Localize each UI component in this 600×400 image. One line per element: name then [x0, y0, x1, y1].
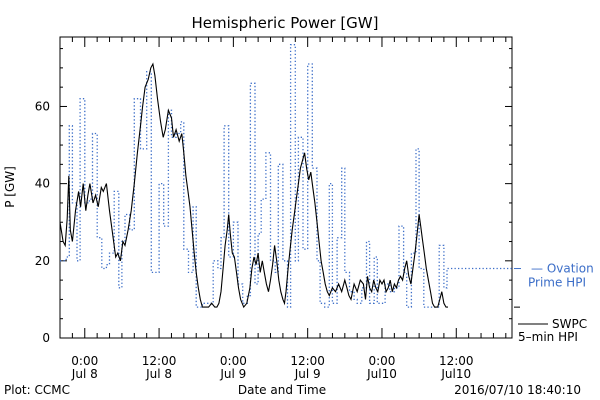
y-tick-label: 20 [35, 254, 50, 268]
y-tick-label: 60 [35, 99, 50, 113]
x-tick-label-date: Jul 9 [294, 367, 321, 381]
y-tick-label: 0 [42, 331, 50, 345]
x-axis-label: Date and Time [238, 383, 326, 397]
plot-credit: Plot: CCMC [4, 383, 70, 397]
x-tick-label-date: Jul10 [366, 367, 397, 381]
x-tick-label-time: 0:00 [71, 354, 98, 368]
x-tick-label-time: 0:00 [220, 354, 247, 368]
y-tick-label: 40 [35, 177, 50, 191]
legend-ovation-line1: — Ovation [531, 262, 594, 276]
x-tick-label-time: 12:00 [142, 354, 177, 368]
y-axis-label: P [GW] [3, 166, 17, 208]
plot-frame [59, 36, 513, 339]
x-tick-label-date: Jul 9 [219, 367, 246, 381]
series-layer [59, 44, 512, 309]
x-tick-label-date: Jul10 [440, 367, 471, 381]
x-tick-label-date: Jul 8 [145, 367, 172, 381]
x-tick-label-time: 12:00 [290, 354, 325, 368]
ovation-prime-hpi-line [60, 44, 512, 308]
legend-swpc-line2: 5–min HPI [518, 330, 578, 344]
axes-layer [59, 36, 548, 339]
swpc-hpi-line [59, 62, 448, 309]
x-tick-label-date: Jul 8 [71, 367, 98, 381]
plot-timestamp: 2016/07/10 18:40:10 [454, 383, 581, 397]
chart-title: Hemispheric Power [GW] [192, 14, 379, 32]
x-tick-label-time: 12:00 [439, 354, 474, 368]
legend-swpc-line1: SWPC [552, 317, 587, 331]
x-tick-label-time: 0:00 [368, 354, 395, 368]
legend-ovation-line2: Prime HPI [528, 276, 586, 290]
